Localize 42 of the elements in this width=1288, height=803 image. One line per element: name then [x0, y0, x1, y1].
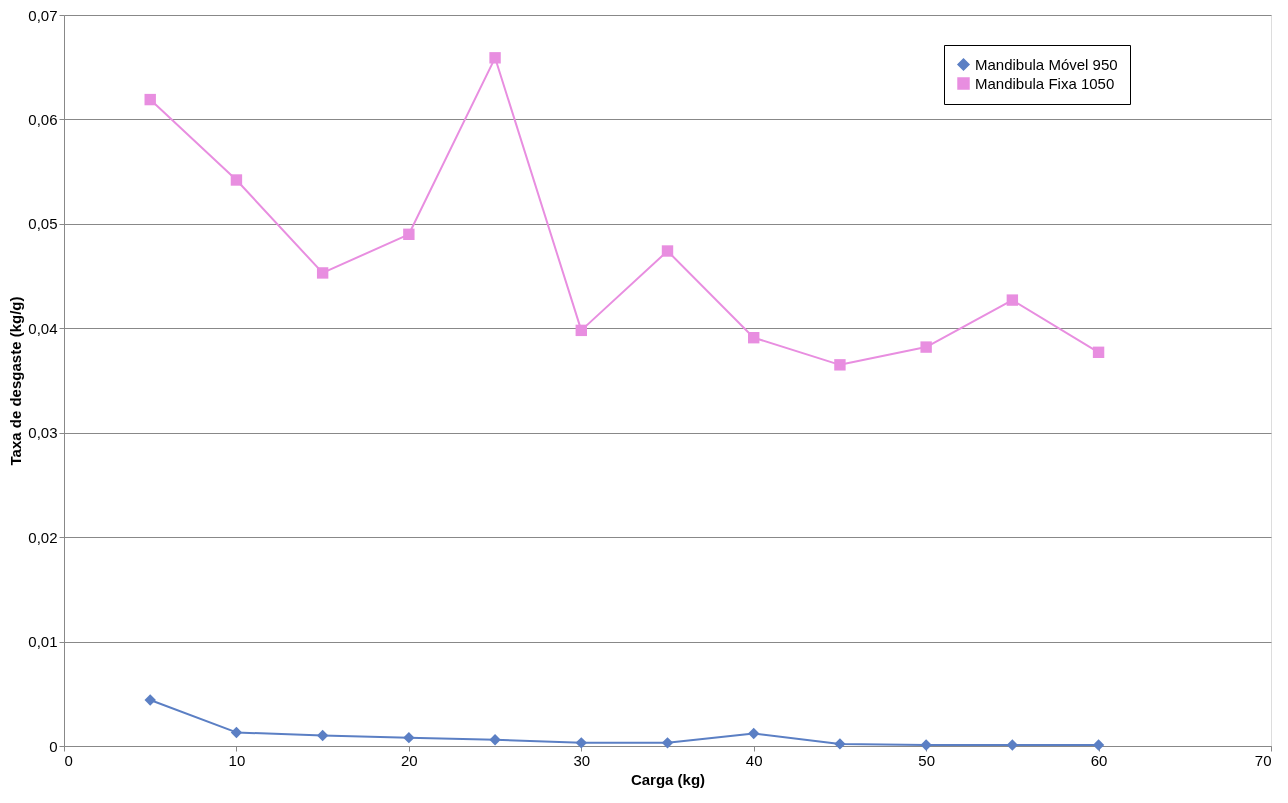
y-tick-label: 0,05: [28, 215, 58, 233]
point: [489, 734, 501, 746]
point: [748, 727, 760, 740]
x-tick-label: 60: [1090, 751, 1108, 769]
y-tick-label: 0,02: [28, 528, 58, 546]
point: [489, 52, 501, 64]
x-tick-label: 40: [745, 751, 763, 769]
legend-label: Mandibula Móvel 950: [975, 55, 1118, 73]
x-tick-label: 50: [918, 751, 935, 769]
point: [920, 341, 932, 353]
point: [144, 93, 156, 106]
point: [661, 737, 674, 749]
y-tick-label: 0,04: [28, 319, 58, 337]
point: [834, 738, 846, 750]
point: [316, 729, 329, 742]
point: [403, 228, 415, 240]
y-tick-label: 0,03: [28, 424, 58, 442]
point: [144, 694, 156, 706]
point: [661, 245, 674, 257]
point: [1006, 294, 1019, 306]
point: [575, 324, 587, 337]
point: [920, 739, 932, 751]
point: [1092, 346, 1105, 359]
y-axis-title: Taxa de desgaste (kg/g): [7, 296, 25, 466]
x-tick-label: 70: [1254, 751, 1272, 769]
legend-label: Mandibula Fixa 1050: [975, 74, 1115, 92]
point: [230, 726, 243, 739]
x-tick-label: 20: [401, 751, 418, 769]
y-tick-label: 0,06: [28, 110, 58, 128]
x-tick-label: 0: [64, 751, 73, 769]
point: [748, 331, 760, 344]
x-axis-title: Carga (kg): [630, 770, 706, 788]
point: [834, 359, 846, 371]
point: [230, 174, 243, 186]
point: [575, 737, 587, 749]
point: [403, 731, 415, 744]
x-tick-label: 30: [573, 751, 591, 769]
x-tick-label: 10: [228, 751, 246, 769]
y-tick-label: 0,07: [28, 6, 58, 24]
y-tick-label: 0: [49, 737, 58, 755]
y-tick-label: 0,01: [28, 633, 58, 651]
point: [316, 267, 329, 279]
